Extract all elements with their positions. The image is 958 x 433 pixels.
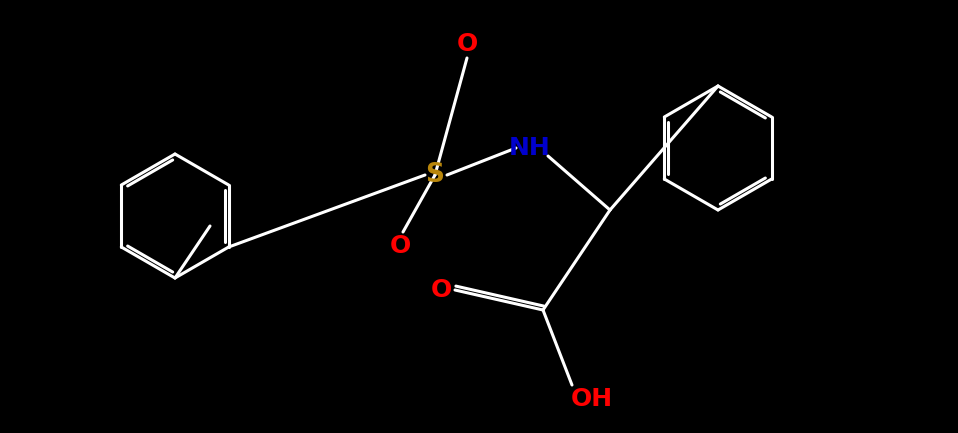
Text: S: S xyxy=(425,162,445,188)
Text: O: O xyxy=(389,234,411,258)
Text: OH: OH xyxy=(571,387,613,411)
Text: O: O xyxy=(456,32,478,56)
Text: O: O xyxy=(430,278,451,302)
Text: NH: NH xyxy=(509,136,551,160)
